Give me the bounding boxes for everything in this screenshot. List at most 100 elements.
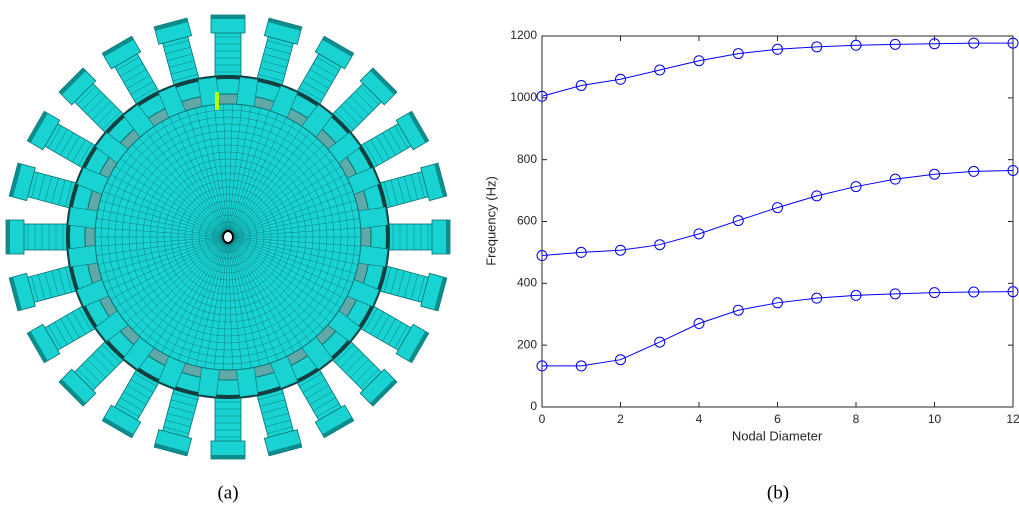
disk-mesh-spoke — [223, 104, 229, 238]
blade-mesh — [335, 110, 355, 130]
y-tick-label: 200 — [517, 337, 537, 351]
blade-mesh — [302, 379, 326, 393]
blade-mesh — [397, 178, 405, 204]
blade-mesh — [360, 86, 379, 105]
disk-mesh-spoke — [227, 236, 279, 361]
blade-mesh — [410, 274, 418, 300]
blade-mesh — [306, 385, 329, 399]
disk-mesh-spoke — [227, 138, 318, 238]
point-marker — [732, 215, 744, 227]
blade-mesh — [116, 57, 140, 71]
point-marker — [850, 181, 862, 193]
disk-mesh-spoke — [227, 236, 331, 323]
blade-mesh — [97, 349, 116, 368]
blade-mesh — [309, 69, 333, 83]
disk-mesh-spoke — [169, 236, 229, 357]
disk-mesh-spoke — [138, 236, 229, 336]
blade-tip-shade — [211, 455, 245, 459]
point-marker — [693, 55, 705, 67]
blade-mesh — [31, 172, 39, 198]
blade-tip-shade — [154, 443, 188, 456]
blade-tip-shade — [322, 36, 354, 57]
blade-tip-shade — [154, 18, 188, 31]
point-marker — [732, 48, 744, 60]
blade-mesh — [267, 426, 293, 434]
blade-tip-shade — [370, 68, 397, 95]
blade-tip-shade — [27, 331, 48, 363]
blade-mesh — [267, 40, 293, 48]
series-line — [541, 169, 1014, 257]
y-tick-label: 400 — [517, 276, 537, 290]
disk-mesh-spoke — [227, 218, 360, 238]
blade-mesh — [370, 139, 384, 163]
series-line — [541, 42, 1013, 97]
blade-tip-shade — [59, 68, 86, 95]
blade-mesh — [165, 419, 191, 427]
disk-mesh-spoke — [161, 236, 229, 353]
blade-mesh — [299, 87, 322, 101]
blade-tip-shade — [408, 111, 429, 143]
blade-mesh — [165, 47, 191, 55]
point-marker — [1007, 286, 1019, 298]
blade-mesh — [259, 67, 286, 75]
blade-tip-shade — [6, 220, 10, 254]
blade-mesh — [78, 143, 92, 166]
blade-mesh — [163, 40, 189, 48]
blade-mesh — [65, 267, 73, 293]
disk-mesh-spoke — [227, 236, 324, 330]
x-tick-label: 4 — [696, 412, 703, 426]
disk-mesh-spoke — [227, 174, 346, 238]
disk-mesh-spoke — [110, 174, 229, 238]
x-tick-label: 10 — [928, 412, 942, 426]
blade-mesh — [72, 139, 86, 163]
blade-mesh — [123, 391, 147, 405]
blade-mesh — [394, 325, 408, 349]
caption-b: (b) — [767, 482, 789, 503]
blade-mesh — [77, 369, 96, 388]
blade-mesh — [87, 96, 106, 115]
disk-mesh-spoke — [227, 121, 295, 238]
blade-mesh — [261, 406, 287, 414]
disk-mesh-spoke — [120, 158, 229, 238]
blade-mesh — [340, 349, 359, 368]
blade-mesh — [58, 179, 66, 206]
blade-tip-shade — [434, 163, 447, 197]
x-tick-label: 12 — [1006, 412, 1019, 426]
blade-mesh — [313, 397, 336, 411]
disk-mesh-spoke — [110, 236, 229, 300]
blade-mesh — [97, 106, 116, 125]
point-marker — [615, 73, 626, 85]
disk-mesh-spoke — [227, 144, 324, 238]
point-marker — [1007, 37, 1019, 49]
blade-mesh — [345, 354, 364, 373]
blade-tip-shade — [9, 163, 22, 197]
blade-mesh — [167, 53, 193, 61]
blade-mesh — [123, 69, 147, 83]
blade-mesh — [169, 406, 195, 414]
point-marker — [615, 354, 626, 366]
disk-mesh-spoke — [227, 236, 360, 256]
disk-mesh-spoke — [227, 236, 356, 274]
disk-mesh-spoke — [227, 151, 331, 238]
disk-mesh-spoke — [95, 227, 229, 238]
point-marker — [575, 360, 587, 372]
blade-mesh — [134, 373, 157, 387]
disk-mesh-spoke — [227, 236, 350, 292]
blade-mesh — [66, 136, 80, 159]
y-tick-label: 0 — [530, 399, 537, 413]
disk-mesh-spoke — [227, 236, 287, 357]
blade-mesh — [127, 75, 150, 89]
series-line — [542, 291, 1014, 367]
blade-mesh — [340, 106, 359, 125]
disk-mesh-spoke — [227, 236, 270, 364]
blade-mesh — [163, 426, 189, 434]
blade-mesh — [376, 315, 390, 338]
blade-mesh — [383, 267, 391, 293]
disk-mesh-spoke — [186, 110, 229, 238]
blade-mesh — [316, 403, 340, 417]
blade-mesh — [355, 364, 374, 383]
point-marker — [536, 90, 548, 102]
blade-mesh — [82, 91, 101, 110]
point-marker — [889, 173, 901, 185]
